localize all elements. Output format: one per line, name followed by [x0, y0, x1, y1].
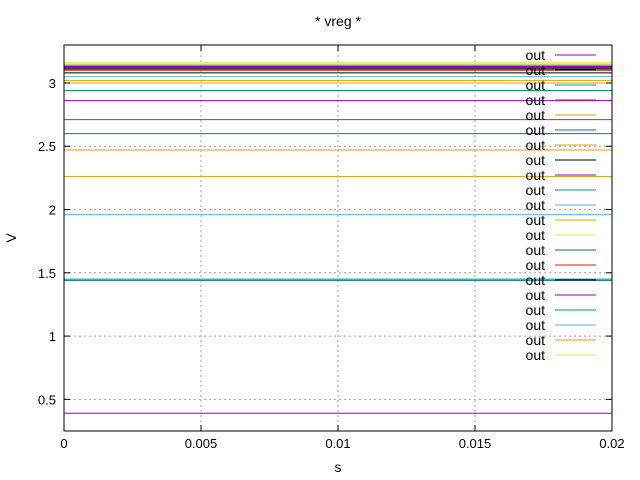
y-tick-label: 1 — [49, 329, 56, 344]
legend-label-14: out — [526, 242, 546, 258]
legend-label-7: out — [526, 137, 546, 153]
legend-label-10: out — [526, 182, 546, 198]
legend-label-15: out — [526, 257, 546, 273]
y-tick-label: 0.5 — [38, 392, 56, 407]
legend-label-13: out — [526, 227, 546, 243]
y-tick-label: 1.5 — [38, 266, 56, 281]
legend-label-3: out — [526, 77, 546, 93]
legend-label-17: out — [526, 287, 546, 303]
chart-title: * vreg * — [315, 13, 361, 29]
legend-label-9: out — [526, 167, 546, 183]
legend-label-6: out — [526, 122, 546, 138]
x-tick-label: 0.01 — [325, 436, 350, 451]
y-tick-label: 2 — [49, 203, 56, 218]
legend-label-1: out — [526, 47, 546, 63]
legend-label-5: out — [526, 107, 546, 123]
x-tick-label: 0.005 — [185, 436, 218, 451]
legend-label-21: out — [526, 347, 546, 363]
legend-label-11: out — [526, 197, 546, 213]
legend-label-8: out — [526, 152, 546, 168]
tick-layer: 0 0.005 0.01 0.015 0.02 0.5 1 1.5 2 2.5 3 — [38, 45, 625, 451]
y-tick-label: 3 — [49, 76, 56, 91]
legend-label-2: out — [526, 62, 546, 78]
series-layer — [64, 62, 612, 414]
legend-label-18: out — [526, 302, 546, 318]
x-tick-label: 0.02 — [599, 436, 624, 451]
legend-label-19: out — [526, 317, 546, 333]
x-axis-label: s — [335, 459, 342, 475]
y-axis-label: V — [3, 233, 19, 243]
legend-label-4: out — [526, 92, 546, 108]
legend-label-16: out — [526, 272, 546, 288]
x-tick-label: 0 — [60, 436, 67, 451]
x-tick-label: 0.015 — [459, 436, 492, 451]
legend-label-20: out — [526, 332, 546, 348]
y-tick-label: 2.5 — [38, 139, 56, 154]
legend-label-12: out — [526, 212, 546, 228]
legend: outoutoutoutoutoutoutoutoutoutoutoutouto… — [526, 47, 596, 363]
